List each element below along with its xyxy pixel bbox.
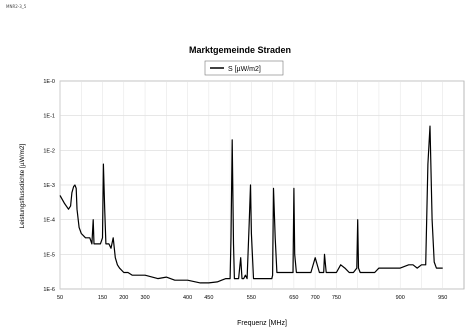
y-tick-label: 1E-1 (43, 114, 55, 120)
chart-title: Marktgemeinde Straden (189, 45, 291, 55)
x-tick-label: 450 (204, 295, 213, 301)
y-tick-labels: 1E-0 1E-1 1E-2 1E-3 1E-4 1E-5 1E-6 (43, 79, 55, 293)
y-tick-label: 1E-0 (43, 79, 55, 85)
x-tick-labels: 50 150 200 300 400 450 550 650 700 750 900 950 (57, 295, 447, 301)
x-tick-label: 650 (289, 295, 298, 301)
series-line (59, 125, 443, 284)
legend-label: S [µW/m2] (228, 66, 261, 73)
x-tick-label: 700 (311, 295, 320, 301)
x-tick-label: 550 (247, 295, 256, 301)
corner-label: MNR2-3_5 (6, 4, 27, 9)
x-tick-label: 300 (140, 295, 149, 301)
x-tick-label: 750 (332, 295, 341, 301)
x-tick-label: 950 (438, 295, 447, 301)
x-tick-label: 400 (183, 295, 192, 301)
y-tick-label: 1E-3 (43, 183, 55, 189)
x-tick-label: 150 (98, 295, 107, 301)
legend-box (204, 60, 284, 76)
legend: S [µW/m2] (204, 60, 284, 76)
y-tick-label: 1E-2 (43, 148, 55, 154)
y-tick-label: 1E-4 (43, 218, 55, 224)
y-tick-label: 1E-5 (43, 252, 55, 258)
y-tick-label: 1E-6 (43, 287, 55, 293)
x-axis-label: Frequenz [MHz] (237, 320, 287, 327)
x-tick-label: 900 (396, 295, 405, 301)
y-axis-label: Leistungsflussdichte [µW/m2] (19, 143, 26, 228)
x-tick-label: 50 (57, 295, 63, 301)
x-tick-label: 200 (119, 295, 128, 301)
